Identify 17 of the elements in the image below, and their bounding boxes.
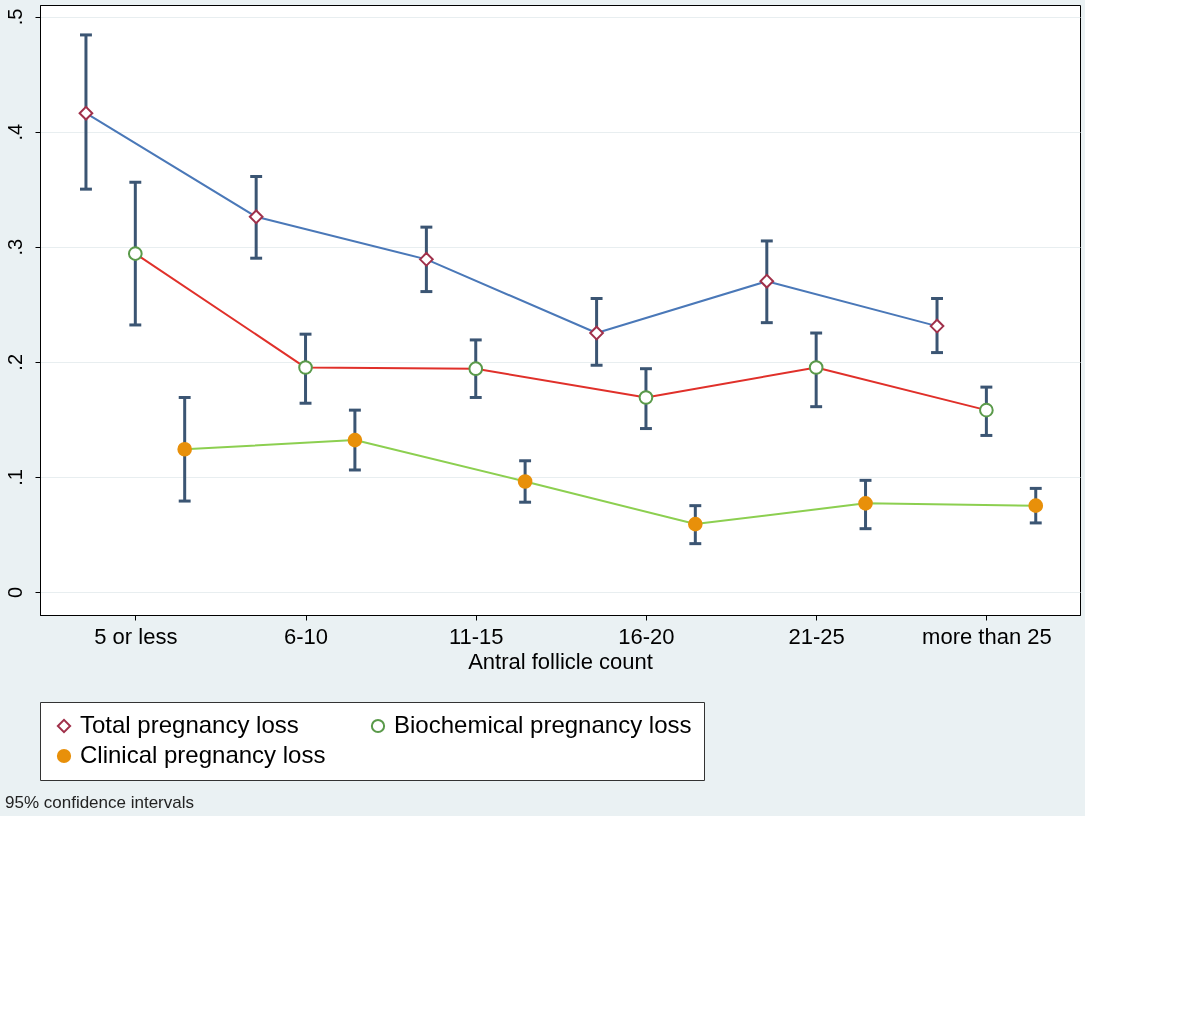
y-tick-label: .5 [3,8,26,26]
y-tick-label: .4 [3,123,26,141]
legend-label: Biochemical pregnancy loss [394,711,692,738]
x-tick-label: 5 or less [94,623,178,649]
y-tick-label: .2 [3,353,26,371]
y-tick-label: .1 [3,469,26,486]
x-axis-title: Antral follicle count [468,648,653,674]
y-tick-label: .3 [3,238,26,256]
x-tick-label: 11-15 [448,623,504,649]
x-tick-label: 16-20 [618,623,675,649]
legend-label: Clinical pregnancy loss [80,741,326,768]
x-tick-label: 6-10 [284,623,329,649]
x-tick-label: 21-25 [788,623,845,649]
legend-label: Total pregnancy loss [80,711,299,738]
y-tick-label: 0 [3,586,26,599]
text: 95% confidence intervals [5,792,195,812]
x-tick-label: more than 25 [922,623,1052,649]
